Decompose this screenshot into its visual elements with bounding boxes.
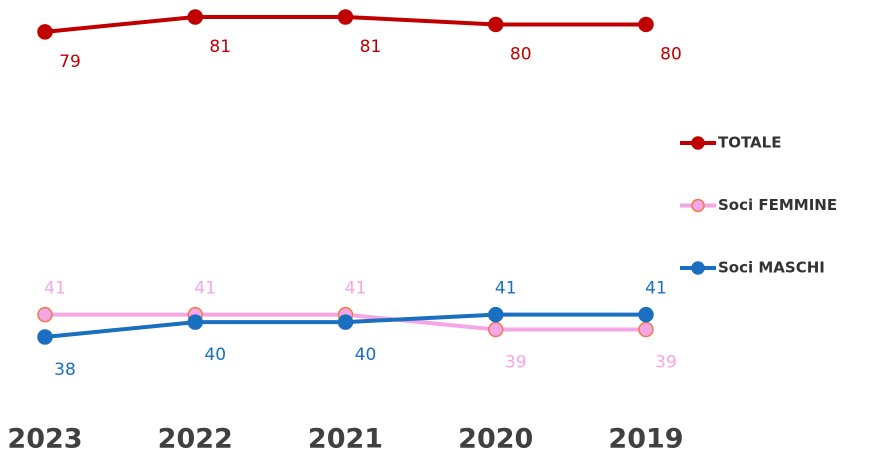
legend-marker: [691, 261, 705, 275]
x-tick-label: 2020: [458, 424, 533, 455]
data-label: 40: [355, 345, 377, 365]
data-label: 80: [660, 44, 682, 64]
legend-label: Soci FEMMINE: [718, 196, 837, 214]
data-point: [187, 9, 203, 25]
data-label: 81: [360, 37, 382, 57]
data-label: 40: [204, 345, 226, 365]
data-label: 41: [645, 279, 667, 299]
data-label: 41: [194, 279, 216, 299]
data-point: [187, 314, 203, 330]
data-point: [638, 16, 654, 33]
data-label: 39: [655, 353, 677, 373]
data-point: [488, 321, 504, 338]
data-label: 41: [44, 279, 66, 299]
data-label: 41: [345, 279, 367, 299]
legend-marker: [691, 136, 705, 150]
data-point: [638, 321, 654, 338]
x-tick-label: 2023: [7, 424, 82, 455]
data-label: 39: [505, 353, 527, 373]
legend-label: TOTALE: [718, 134, 781, 152]
legend-marker: [691, 198, 705, 213]
data-label: 41: [495, 279, 517, 299]
data-point: [37, 306, 53, 323]
data-point: [638, 306, 654, 323]
legend-label: Soci MASCHI: [718, 259, 825, 277]
data-point: [337, 9, 354, 25]
data-point: [337, 314, 354, 330]
data-label: 79: [59, 52, 81, 72]
x-tick-label: 2019: [608, 424, 683, 455]
data-point: [488, 16, 504, 33]
data-point: [488, 306, 504, 323]
data-point: [37, 329, 53, 345]
x-tick-label: 2021: [308, 424, 383, 455]
data-point: [37, 24, 53, 40]
data-label: 81: [209, 37, 231, 57]
x-tick-label: 2022: [158, 424, 233, 455]
data-label: 80: [510, 44, 532, 64]
data-label: 38: [54, 360, 76, 380]
